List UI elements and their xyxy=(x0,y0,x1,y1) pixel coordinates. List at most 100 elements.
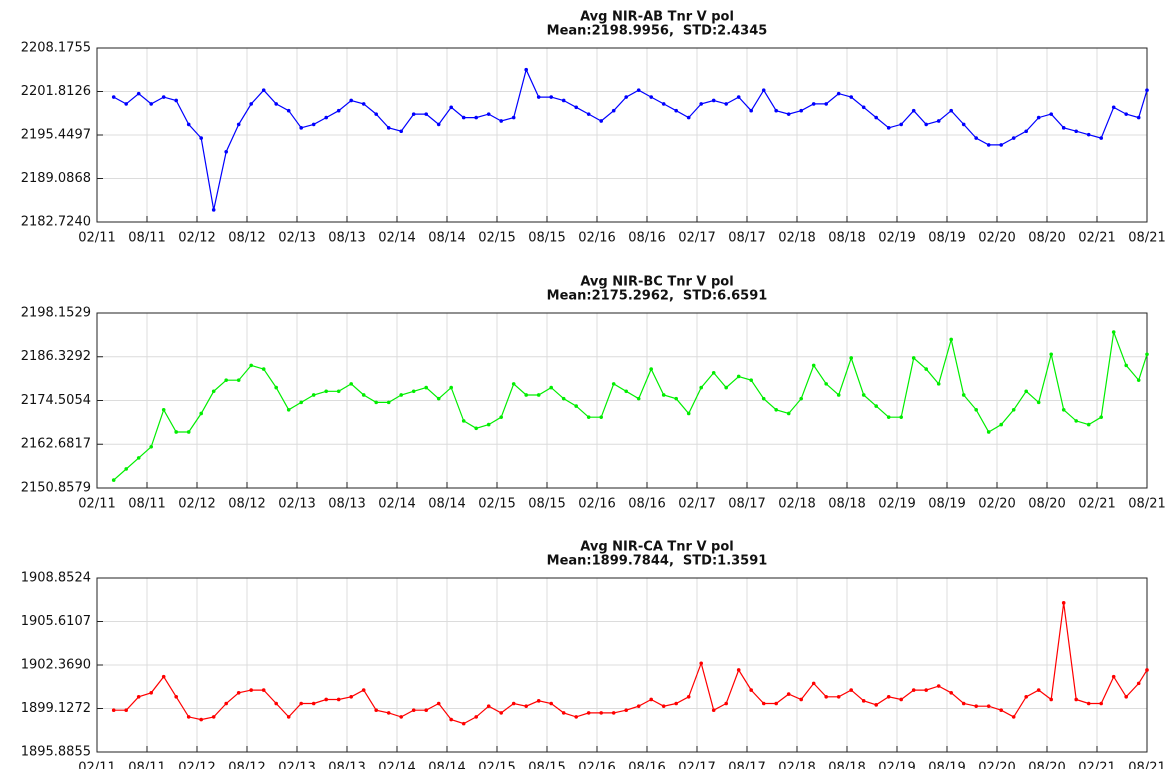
data-point xyxy=(349,694,354,699)
data-point xyxy=(761,701,766,706)
data-point xyxy=(624,708,628,713)
x-tick-label: 08/18 xyxy=(828,231,865,246)
data-point xyxy=(336,389,341,394)
data-point xyxy=(1074,419,1078,423)
data-point xyxy=(274,102,279,106)
data-point xyxy=(599,711,603,715)
data-point xyxy=(249,688,253,692)
data-point xyxy=(561,98,566,103)
x-tick-label: 08/14 xyxy=(428,761,465,769)
data-point xyxy=(836,694,841,699)
data-point xyxy=(674,701,678,706)
x-tick-label: 02/14 xyxy=(378,761,415,769)
x-tick-label: 08/12 xyxy=(228,761,265,769)
data-point xyxy=(511,115,516,120)
data-point xyxy=(111,708,116,713)
y-tick-label: 1902.3690 xyxy=(21,657,91,672)
data-point xyxy=(236,122,241,127)
y-tick-label: 2186.3292 xyxy=(21,349,91,364)
data-point xyxy=(1086,701,1091,706)
x-tick-label: 08/16 xyxy=(628,497,665,512)
data-point xyxy=(611,108,616,113)
data-point xyxy=(136,91,141,96)
series-line xyxy=(113,331,1148,481)
data-point xyxy=(374,708,379,713)
data-point xyxy=(786,112,791,116)
x-tick-label: 02/17 xyxy=(678,497,715,512)
data-point xyxy=(924,688,928,692)
data-point xyxy=(399,129,404,134)
data-point xyxy=(361,688,366,692)
data-point xyxy=(149,102,153,106)
x-tick-label: 02/12 xyxy=(178,761,215,769)
data-point xyxy=(124,467,128,471)
data-point xyxy=(836,393,841,397)
data-point xyxy=(186,122,191,127)
data-point xyxy=(899,122,903,127)
data-point xyxy=(724,701,728,706)
data-point xyxy=(499,711,504,715)
data-point xyxy=(424,112,429,116)
data-point xyxy=(574,715,578,719)
x-tick-label: 08/13 xyxy=(328,231,365,246)
series-line xyxy=(113,67,1148,211)
data-point xyxy=(711,370,716,375)
data-point xyxy=(261,88,266,93)
data-point xyxy=(199,136,203,140)
data-point xyxy=(949,108,953,113)
y-tick-label: 2198.1529 xyxy=(21,306,91,321)
data-point xyxy=(536,699,541,703)
data-point xyxy=(649,95,653,99)
data-point xyxy=(599,415,603,419)
data-point xyxy=(374,400,379,405)
data-point xyxy=(299,400,304,405)
y-tick-label: 2162.6817 xyxy=(21,437,91,452)
x-tick-label: 02/19 xyxy=(878,231,915,246)
x-tick-label: 08/17 xyxy=(728,231,765,246)
data-point xyxy=(761,396,766,401)
data-point xyxy=(1136,378,1141,382)
plot-frame xyxy=(96,47,1148,223)
data-point xyxy=(861,699,866,703)
data-point xyxy=(874,703,878,707)
data-point xyxy=(911,356,916,360)
data-point xyxy=(999,422,1003,427)
data-point xyxy=(574,404,578,408)
data-point xyxy=(811,102,816,106)
data-point xyxy=(661,704,666,708)
x-tick-label: 02/16 xyxy=(578,231,615,246)
data-point xyxy=(686,411,691,416)
y-tick-label: 2150.8579 xyxy=(21,481,91,496)
data-point xyxy=(586,112,591,116)
data-point xyxy=(511,701,516,706)
data-point xyxy=(161,95,166,99)
data-point xyxy=(824,382,828,386)
data-point xyxy=(424,708,429,713)
data-point xyxy=(974,704,978,708)
x-tick-label: 08/17 xyxy=(728,497,765,512)
data-point xyxy=(561,396,566,401)
data-point xyxy=(361,102,366,106)
data-point xyxy=(1111,674,1116,679)
data-point xyxy=(1049,697,1053,702)
chart-subtitle: Mean:2175.2962, STD:6.6591 xyxy=(547,289,768,304)
data-point xyxy=(1124,694,1128,699)
data-point xyxy=(499,415,504,419)
data-point xyxy=(849,95,853,99)
data-point xyxy=(999,708,1003,713)
data-point xyxy=(724,102,728,106)
x-tick-label: 02/16 xyxy=(578,761,615,769)
data-point xyxy=(324,389,329,394)
x-tick-label: 02/11 xyxy=(78,231,115,246)
data-point xyxy=(1049,112,1053,116)
data-point xyxy=(1036,400,1041,405)
data-point xyxy=(1136,115,1141,120)
data-point xyxy=(1124,363,1128,368)
data-point xyxy=(736,95,741,99)
x-tick-label: 02/19 xyxy=(878,497,915,512)
x-tick-label: 02/11 xyxy=(78,497,115,512)
data-point xyxy=(986,704,991,708)
data-point xyxy=(699,661,703,666)
x-tick-label: 02/11 xyxy=(78,761,115,769)
